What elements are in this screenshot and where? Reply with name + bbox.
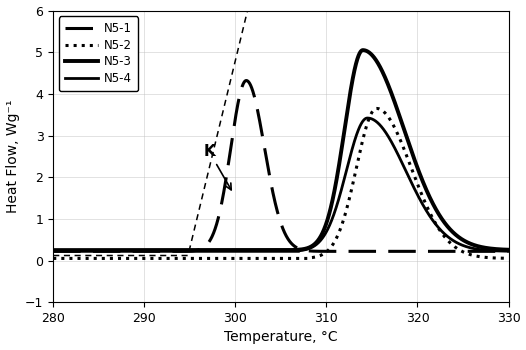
Legend: N5-1, N5-2, N5-3, N5-4: N5-1, N5-2, N5-3, N5-4 — [59, 16, 138, 91]
Text: K: K — [204, 144, 231, 190]
X-axis label: Temperature, °C: Temperature, °C — [224, 330, 338, 344]
Y-axis label: Heat Flow, Wg⁻¹: Heat Flow, Wg⁻¹ — [6, 100, 19, 213]
